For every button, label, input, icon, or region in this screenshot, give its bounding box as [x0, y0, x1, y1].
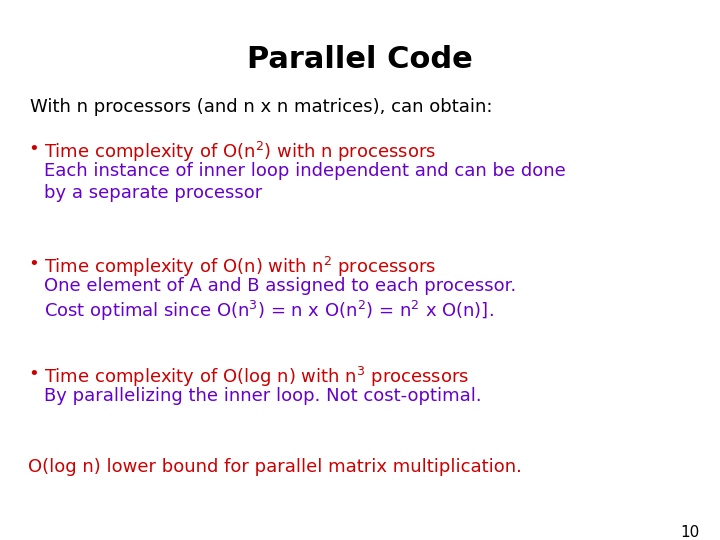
Text: One element of A and B assigned to each processor.: One element of A and B assigned to each …	[44, 277, 516, 295]
Text: Parallel Code: Parallel Code	[247, 45, 473, 74]
Text: 10: 10	[680, 525, 700, 540]
Text: by a separate processor: by a separate processor	[44, 184, 262, 202]
Text: By parallelizing the inner loop. Not cost-optimal.: By parallelizing the inner loop. Not cos…	[44, 387, 482, 405]
Text: •: •	[28, 140, 39, 158]
Text: •: •	[28, 255, 39, 273]
Text: Time complexity of O(n) with n$^{2}$ processors: Time complexity of O(n) with n$^{2}$ pro…	[44, 255, 436, 279]
Text: O(log n) lower bound for parallel matrix multiplication.: O(log n) lower bound for parallel matrix…	[28, 458, 522, 476]
Text: With n processors (and n x n matrices), can obtain:: With n processors (and n x n matrices), …	[30, 98, 492, 116]
Text: Each instance of inner loop independent and can be done: Each instance of inner loop independent …	[44, 162, 566, 180]
Text: Time complexity of O(log n) with n$^{3}$ processors: Time complexity of O(log n) with n$^{3}$…	[44, 365, 469, 389]
Text: •: •	[28, 365, 39, 383]
Text: Time complexity of O(n$^{2}$) with n processors: Time complexity of O(n$^{2}$) with n pro…	[44, 140, 436, 164]
Text: Cost optimal since O(n$^{3}$) = n x O(n$^{2}$) = n$^{2}$ x O(n)].: Cost optimal since O(n$^{3}$) = n x O(n$…	[44, 299, 494, 323]
